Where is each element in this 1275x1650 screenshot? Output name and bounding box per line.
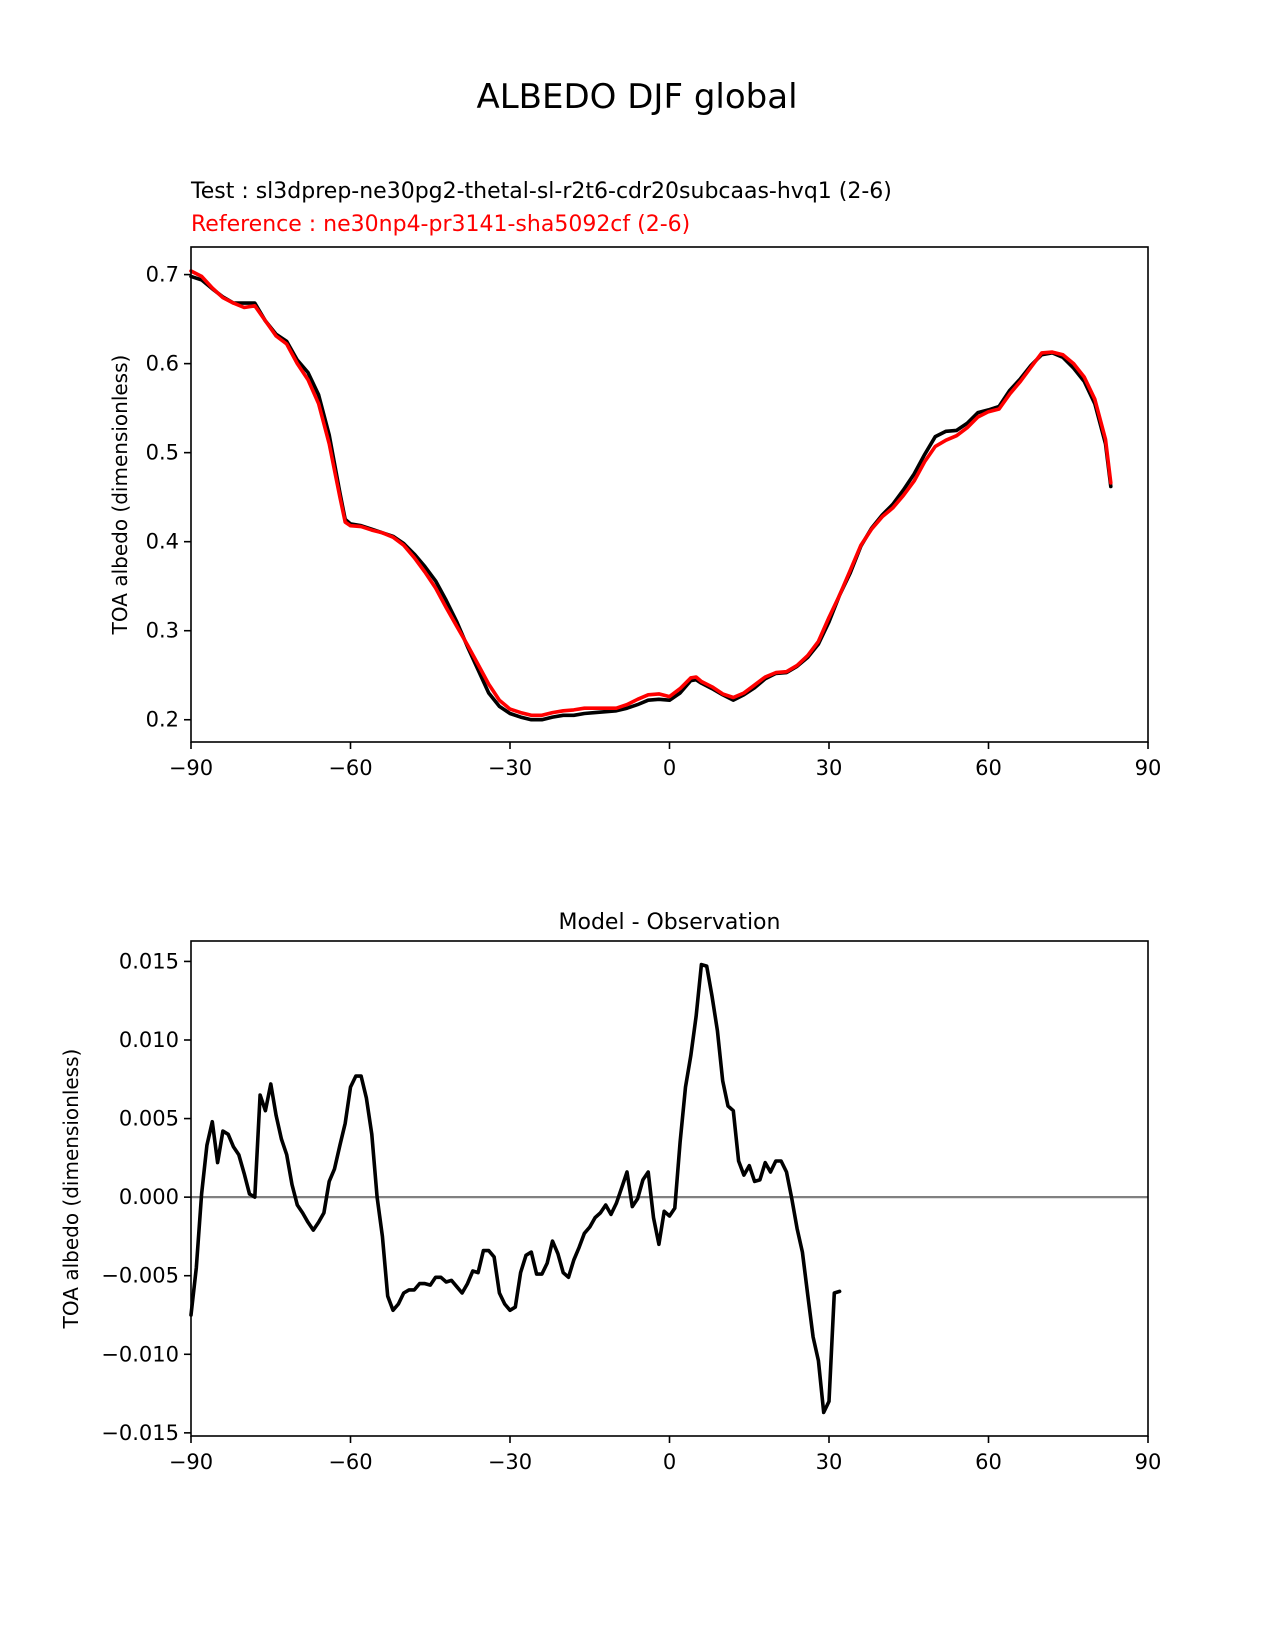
y-tick-label: 0.010 xyxy=(119,1028,179,1052)
y-axis-label: TOA albedo (dimensionless) xyxy=(108,355,132,636)
x-tick-label: 90 xyxy=(1135,756,1162,780)
test-case-label: Test : sl3dprep-ne30pg2-thetal-sl-r2t6-c… xyxy=(190,179,892,204)
y-tick-label: 0.015 xyxy=(119,949,179,973)
albedo-line-panel: Test : sl3dprep-ne30pg2-thetal-sl-r2t6-c… xyxy=(108,179,1161,780)
y-tick-label: 0.5 xyxy=(146,441,179,465)
axes-frame xyxy=(190,246,1149,743)
x-tick-label: −60 xyxy=(328,756,372,780)
figure-title: ALBEDO DJF global xyxy=(476,77,797,117)
y-tick-label: 0.2 xyxy=(146,708,179,732)
y-tick-label: −0.010 xyxy=(101,1342,179,1366)
x-tick-label: −60 xyxy=(328,1450,372,1474)
x-tick-label: 30 xyxy=(816,1450,843,1474)
test-series-line xyxy=(189,274,1113,722)
reference-case-label: Reference : ne30np4-pr3141-sha5092cf (2-… xyxy=(191,212,690,237)
x-tick-label: −30 xyxy=(488,1450,532,1474)
y-tick-label: 0.3 xyxy=(146,619,179,643)
y-tick-label: 0.000 xyxy=(119,1185,179,1209)
x-tick-label: 30 xyxy=(816,756,843,780)
x-tick-label: 90 xyxy=(1135,1450,1162,1474)
y-tick-label: −0.015 xyxy=(101,1421,179,1445)
x-tick-label: 60 xyxy=(975,756,1002,780)
reference-series-line xyxy=(189,269,1113,718)
x-tick-label: −90 xyxy=(169,756,213,780)
axes-frame xyxy=(190,940,1149,1437)
y-tick-label: −0.005 xyxy=(101,1264,179,1288)
y-tick-label: 0.7 xyxy=(146,263,179,287)
difference-line-panel: Model - Observation −90 −60 −30 0 30 60 90 −0.01… xyxy=(59,910,1161,1474)
x-tick-label: 60 xyxy=(975,1450,1002,1474)
x-tick-label: 0 xyxy=(663,1450,676,1474)
x-tick-label: −90 xyxy=(169,1450,213,1474)
x-tick-label: 0 xyxy=(663,756,676,780)
y-axis-label: TOA albedo (dimensionless) xyxy=(59,1049,83,1330)
y-tick-label: 0.005 xyxy=(119,1107,179,1131)
y-tick-label: 0.4 xyxy=(146,530,179,554)
panel-title: Model - Observation xyxy=(559,910,781,935)
difference-series-line xyxy=(189,962,842,1415)
x-tick-label: −30 xyxy=(488,756,532,780)
y-tick-label: 0.6 xyxy=(146,352,179,376)
